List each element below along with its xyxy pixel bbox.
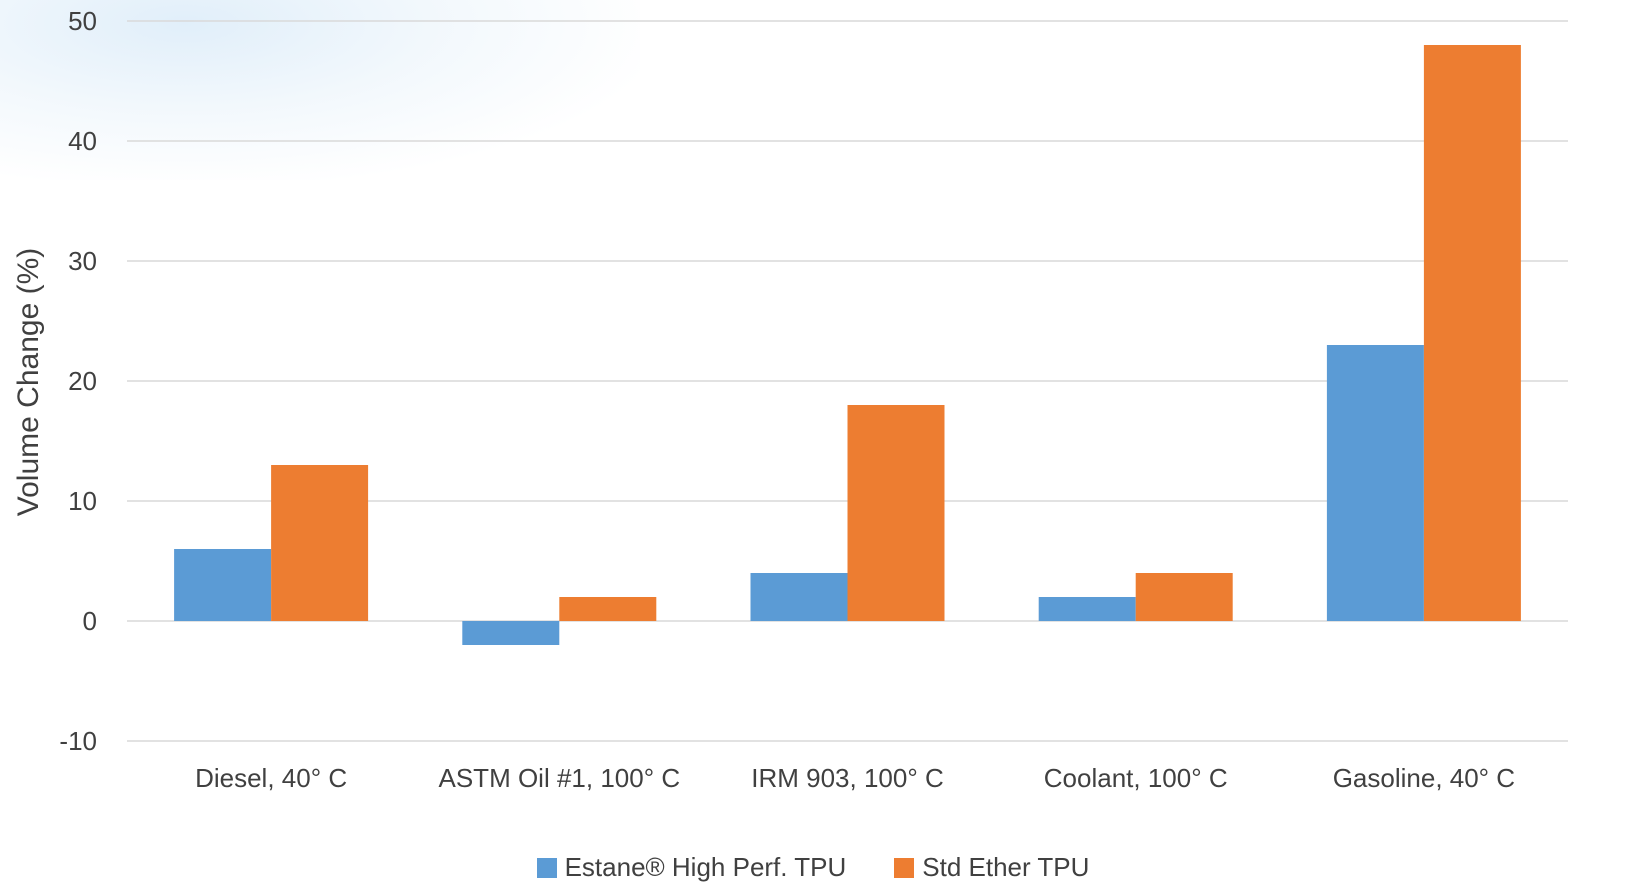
y-tick-label: 30 xyxy=(68,246,97,276)
x-tick-label: IRM 903, 100° C xyxy=(751,763,944,793)
bar-series-2 xyxy=(1423,45,1521,621)
legend-label-series-2: Std Ether TPU xyxy=(922,852,1090,882)
legend-label-series-1: Estane® High Perf. TPU xyxy=(564,852,847,882)
bar-series-1 xyxy=(462,621,560,645)
x-tick-label: Gasoline, 40° C xyxy=(1333,763,1515,793)
bar-series-1 xyxy=(750,573,848,621)
bars xyxy=(174,45,1521,645)
bar-series-1 xyxy=(174,549,272,621)
bar-series-2 xyxy=(559,597,657,621)
legend-swatch-series-1 xyxy=(536,857,557,878)
y-tick-label: 50 xyxy=(68,6,97,36)
bar-series-2 xyxy=(271,465,369,621)
y-tick-label: 40 xyxy=(68,126,97,156)
bar-series-1 xyxy=(1326,345,1424,621)
y-tick-label: 0 xyxy=(83,606,97,636)
x-tick-label: ASTM Oil #1, 100° C xyxy=(439,763,681,793)
legend-item-series-1: Estane® High Perf. TPU xyxy=(536,852,847,883)
y-tick-label: 10 xyxy=(68,486,97,516)
bar-series-1 xyxy=(1038,597,1136,621)
x-tick-labels: Diesel, 40° C ASTM Oil #1, 100° C IRM 903,… xyxy=(195,763,1515,793)
y-tick-labels: -10 0 10 20 30 40 50 xyxy=(59,6,97,756)
x-tick-label: Coolant, 100° C xyxy=(1044,763,1228,793)
bar-series-2 xyxy=(1135,573,1233,621)
legend-swatch-series-2 xyxy=(894,857,915,878)
legend-item-series-2: Std Ether TPU xyxy=(894,852,1089,883)
x-tick-label: Diesel, 40° C xyxy=(195,763,347,793)
bar-series-2 xyxy=(847,405,945,621)
y-axis-label: Volume Change (%) xyxy=(12,248,45,516)
y-tick-label: 20 xyxy=(68,366,97,396)
y-tick-label: -10 xyxy=(59,726,97,756)
legend: Estane® High Perf. TPU Std Ether TPU xyxy=(0,852,1626,883)
